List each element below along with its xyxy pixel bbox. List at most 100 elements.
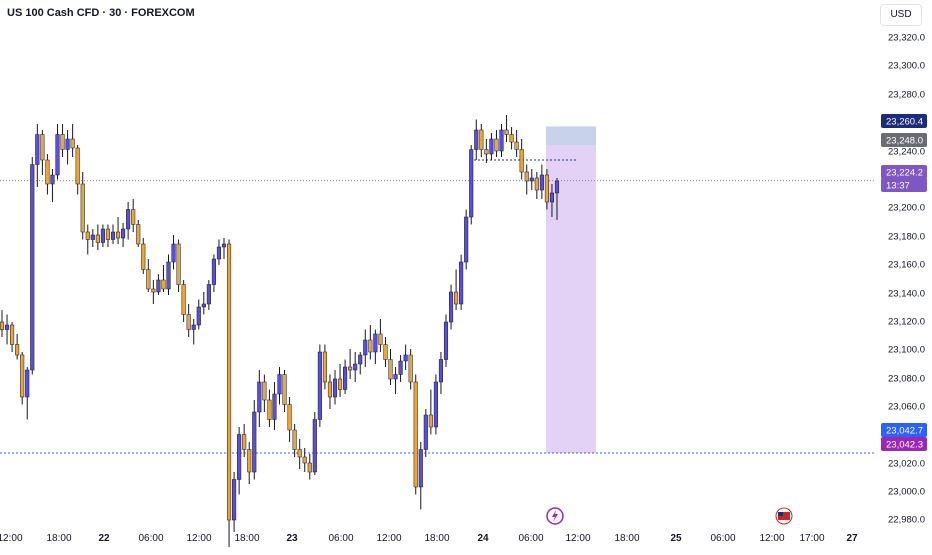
candle-body <box>70 138 75 149</box>
candle-body <box>211 258 216 285</box>
candle-body <box>262 381 267 401</box>
currency-button[interactable]: USD <box>880 4 922 26</box>
candle-body <box>55 134 60 176</box>
candle-body <box>95 234 100 243</box>
candle-body <box>141 243 146 270</box>
candle-body <box>544 174 549 203</box>
candle-body <box>226 243 232 521</box>
time-tick-label: 18:00 <box>424 533 449 544</box>
candle-body <box>221 243 227 248</box>
price-label: 23,260.4 <box>886 117 923 128</box>
candle-body <box>10 324 15 345</box>
price-label-bg <box>881 423 927 437</box>
time-tick-label: 12:00 <box>0 533 23 544</box>
candle-body <box>252 411 257 473</box>
candle-body <box>65 138 70 150</box>
candle-body <box>393 374 398 380</box>
candle-body <box>267 399 272 420</box>
candle-body <box>368 339 373 353</box>
candle-body <box>348 366 353 371</box>
risk-zone[interactable] <box>546 145 596 453</box>
time-tick-label: 25 <box>670 533 682 544</box>
candle-body <box>126 209 131 230</box>
candle-body <box>499 129 504 152</box>
candle-body <box>4 324 10 330</box>
price-tick-label: 23,240.0 <box>888 147 925 158</box>
price-tick-label: 23,020.0 <box>888 459 925 470</box>
time-tick-label: 06:00 <box>328 533 353 544</box>
time-tick-label: 12:00 <box>376 533 401 544</box>
candle-body <box>489 138 494 155</box>
price-tick-label: 23,160.0 <box>888 260 925 271</box>
candle-body <box>438 359 444 383</box>
candle-body <box>428 414 433 428</box>
price-tick-label: 23,100.0 <box>888 345 925 356</box>
candle-body <box>110 231 116 240</box>
candle-body <box>317 351 322 420</box>
time-tick-label: 06:00 <box>518 533 543 544</box>
candle-body <box>343 366 348 390</box>
price-tick-label: 23,200.0 <box>888 203 925 214</box>
candle-body <box>327 381 333 398</box>
candle-body <box>383 344 388 360</box>
price-label: 23,248.0 <box>886 136 923 147</box>
candle-body <box>554 180 560 194</box>
candle-body <box>534 177 539 191</box>
candle-body <box>454 291 459 305</box>
candle-body <box>443 321 449 360</box>
candle-body <box>25 369 30 398</box>
candle-body <box>171 243 176 263</box>
candle-body <box>75 147 80 185</box>
candle-body <box>0 321 5 330</box>
candle-body <box>459 261 464 305</box>
price-tick-label: 23,280.0 <box>888 90 925 101</box>
candle-body <box>353 363 358 371</box>
candle-body <box>479 129 484 150</box>
candle-body <box>201 303 206 308</box>
target-zone[interactable] <box>546 126 596 145</box>
lightning-icon <box>552 510 558 522</box>
time-tick-label: 24 <box>477 533 489 544</box>
candle-body <box>206 284 211 305</box>
price-label: 13:37 <box>886 181 910 192</box>
candle-body <box>80 183 85 233</box>
candle-body <box>181 284 186 315</box>
candle-body <box>45 159 50 185</box>
price-label: 23,042.3 <box>886 440 923 451</box>
candle-body <box>332 378 338 398</box>
candle-body <box>519 149 524 173</box>
candle-body <box>156 279 161 293</box>
candle-body <box>282 374 287 405</box>
time-tick-label: 06:00 <box>710 533 735 544</box>
price-label-bg <box>881 133 927 147</box>
price-tick-label: 23,180.0 <box>888 232 925 243</box>
candle-body <box>90 234 95 240</box>
candle-body <box>151 288 156 293</box>
candle-body <box>403 354 408 362</box>
price-label-bg <box>881 114 927 128</box>
price-label: 23,042.7 <box>886 426 923 437</box>
flag-stripes-icon <box>778 512 790 520</box>
symbol-title[interactable]: US 100 Cash CFD · 30 · FOREXCOM <box>7 7 195 19</box>
candle-body <box>413 381 418 488</box>
candle-body <box>337 378 343 390</box>
time-tick-label: 06:00 <box>138 533 163 544</box>
candle-body <box>358 354 363 365</box>
candle-body <box>100 228 105 243</box>
price-tick-label: 23,120.0 <box>888 317 925 328</box>
candle-body <box>448 291 454 323</box>
time-tick-label: 12:00 <box>186 533 211 544</box>
price-tick-label: 22,980.0 <box>888 515 925 526</box>
candle-body <box>464 216 469 263</box>
candle-body <box>524 171 529 182</box>
candle-body <box>469 149 474 218</box>
candle-body <box>398 360 403 375</box>
candle-body <box>186 314 191 330</box>
time-tick-label: 18:00 <box>234 533 259 544</box>
candle-body <box>20 354 25 398</box>
candle-body <box>549 192 555 203</box>
candle-body <box>302 456 307 464</box>
time-tick-label: 17:00 <box>799 533 824 544</box>
